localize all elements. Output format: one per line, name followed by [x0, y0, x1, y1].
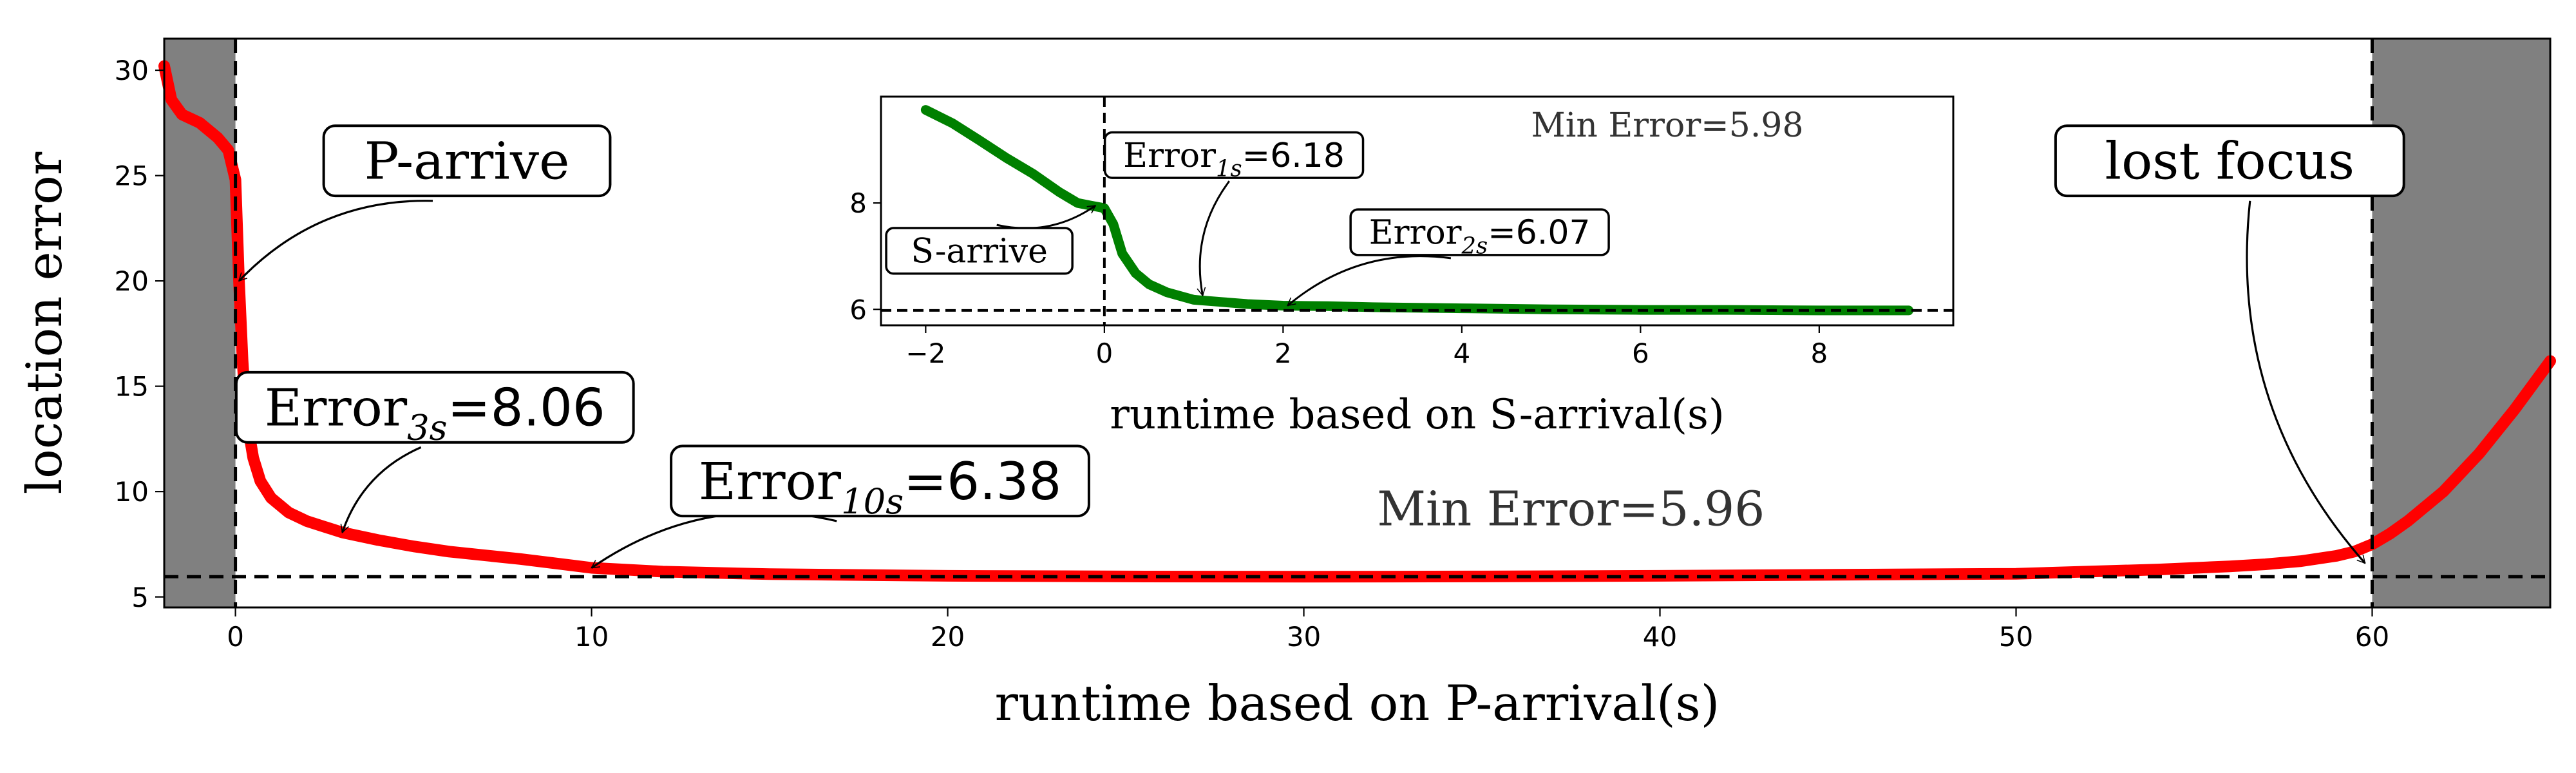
- x-tick-label: 0: [227, 621, 244, 653]
- annotation-subscript: 2s: [1461, 233, 1488, 259]
- annotation-subscript: 3s: [407, 408, 448, 448]
- annotation-value: =8.06: [448, 377, 605, 437]
- y-tick-label: 5: [131, 582, 149, 613]
- x-tick-label: 0: [1096, 338, 1113, 369]
- annotation-value: =6.18: [1242, 137, 1345, 175]
- annotation-text: Error2s=6.07: [1369, 214, 1591, 260]
- shaded-region: [164, 39, 236, 607]
- annotation-box: [322, 124, 612, 198]
- annotation-box: [885, 227, 1074, 275]
- y-tick-label: 15: [115, 371, 149, 403]
- x-tick-label: 8: [1811, 338, 1828, 369]
- x-axis-label: runtime based on P-arrival(s): [995, 674, 1720, 732]
- y-tick-label: 8: [849, 187, 867, 219]
- annotation-text: P-arrive: [365, 131, 570, 191]
- x-tick-label: 40: [1643, 621, 1677, 653]
- series-line: [920, 105, 1914, 316]
- x-tick-label: −2: [905, 338, 945, 369]
- annotation-arrow: [2246, 200, 2366, 564]
- inset-chart: −2 0 2 4 6 8 6 8 runtime based on S-arrival(s) Mi…: [849, 95, 1955, 439]
- annotation-arrow: [343, 446, 422, 532]
- y-axis-label: location error: [15, 151, 73, 494]
- annotation-arrow: [1200, 180, 1231, 296]
- x-tick-label: 6: [1632, 338, 1649, 369]
- annotation-box: [2054, 124, 2405, 198]
- y-tick-label: 25: [115, 160, 149, 192]
- annotation-arrow: [1287, 255, 1452, 307]
- annotation-box: [1349, 208, 1610, 256]
- y-tick-label: 6: [849, 294, 867, 325]
- y-tick-label: 10: [115, 476, 149, 508]
- x-tick-label: 2: [1274, 338, 1292, 369]
- annotation-box: [670, 444, 1090, 518]
- x-tick-label: 30: [1287, 621, 1321, 653]
- annotation-text: Error3s=8.06: [265, 377, 605, 448]
- x-tick-label: 20: [931, 621, 965, 653]
- annotation-base: Error: [1123, 137, 1216, 175]
- x-tick-label: 4: [1454, 338, 1471, 369]
- y-tick-label: 20: [115, 265, 149, 297]
- annotation-text: lost focus: [2105, 131, 2355, 191]
- min-error-note: Min Error=5.96: [1377, 481, 1765, 537]
- annotation-subscript: 1s: [1216, 156, 1242, 182]
- annotation-base: Error: [265, 377, 408, 437]
- y-tick-label: 30: [115, 55, 149, 86]
- x-tick-label: 50: [1999, 621, 2033, 653]
- plot-frame: [163, 37, 2552, 609]
- plot-frame: [880, 95, 1955, 327]
- annotation-arrow: [238, 200, 433, 281]
- annotation-text: Error10s=6.38: [699, 452, 1062, 522]
- min-error-note: Min Error=5.98: [1531, 106, 1803, 145]
- annotation-text: Error1s=6.18: [1123, 137, 1345, 182]
- annotation-base: Error: [699, 452, 842, 511]
- annotation-text: S-arrive: [911, 233, 1048, 271]
- annotation-box: [1103, 131, 1365, 179]
- x-axis-label: runtime based on S-arrival(s): [1110, 391, 1725, 439]
- annotation-box: [234, 370, 635, 444]
- annotation-subscript: 10s: [841, 481, 904, 522]
- annotation-value: =6.38: [904, 452, 1061, 511]
- series-line: [158, 60, 2556, 583]
- x-tick-label: 60: [2355, 621, 2389, 653]
- annotation-base: Error: [1369, 214, 1462, 253]
- x-tick-label: 10: [574, 621, 609, 653]
- annotation-value: =6.07: [1488, 214, 1590, 253]
